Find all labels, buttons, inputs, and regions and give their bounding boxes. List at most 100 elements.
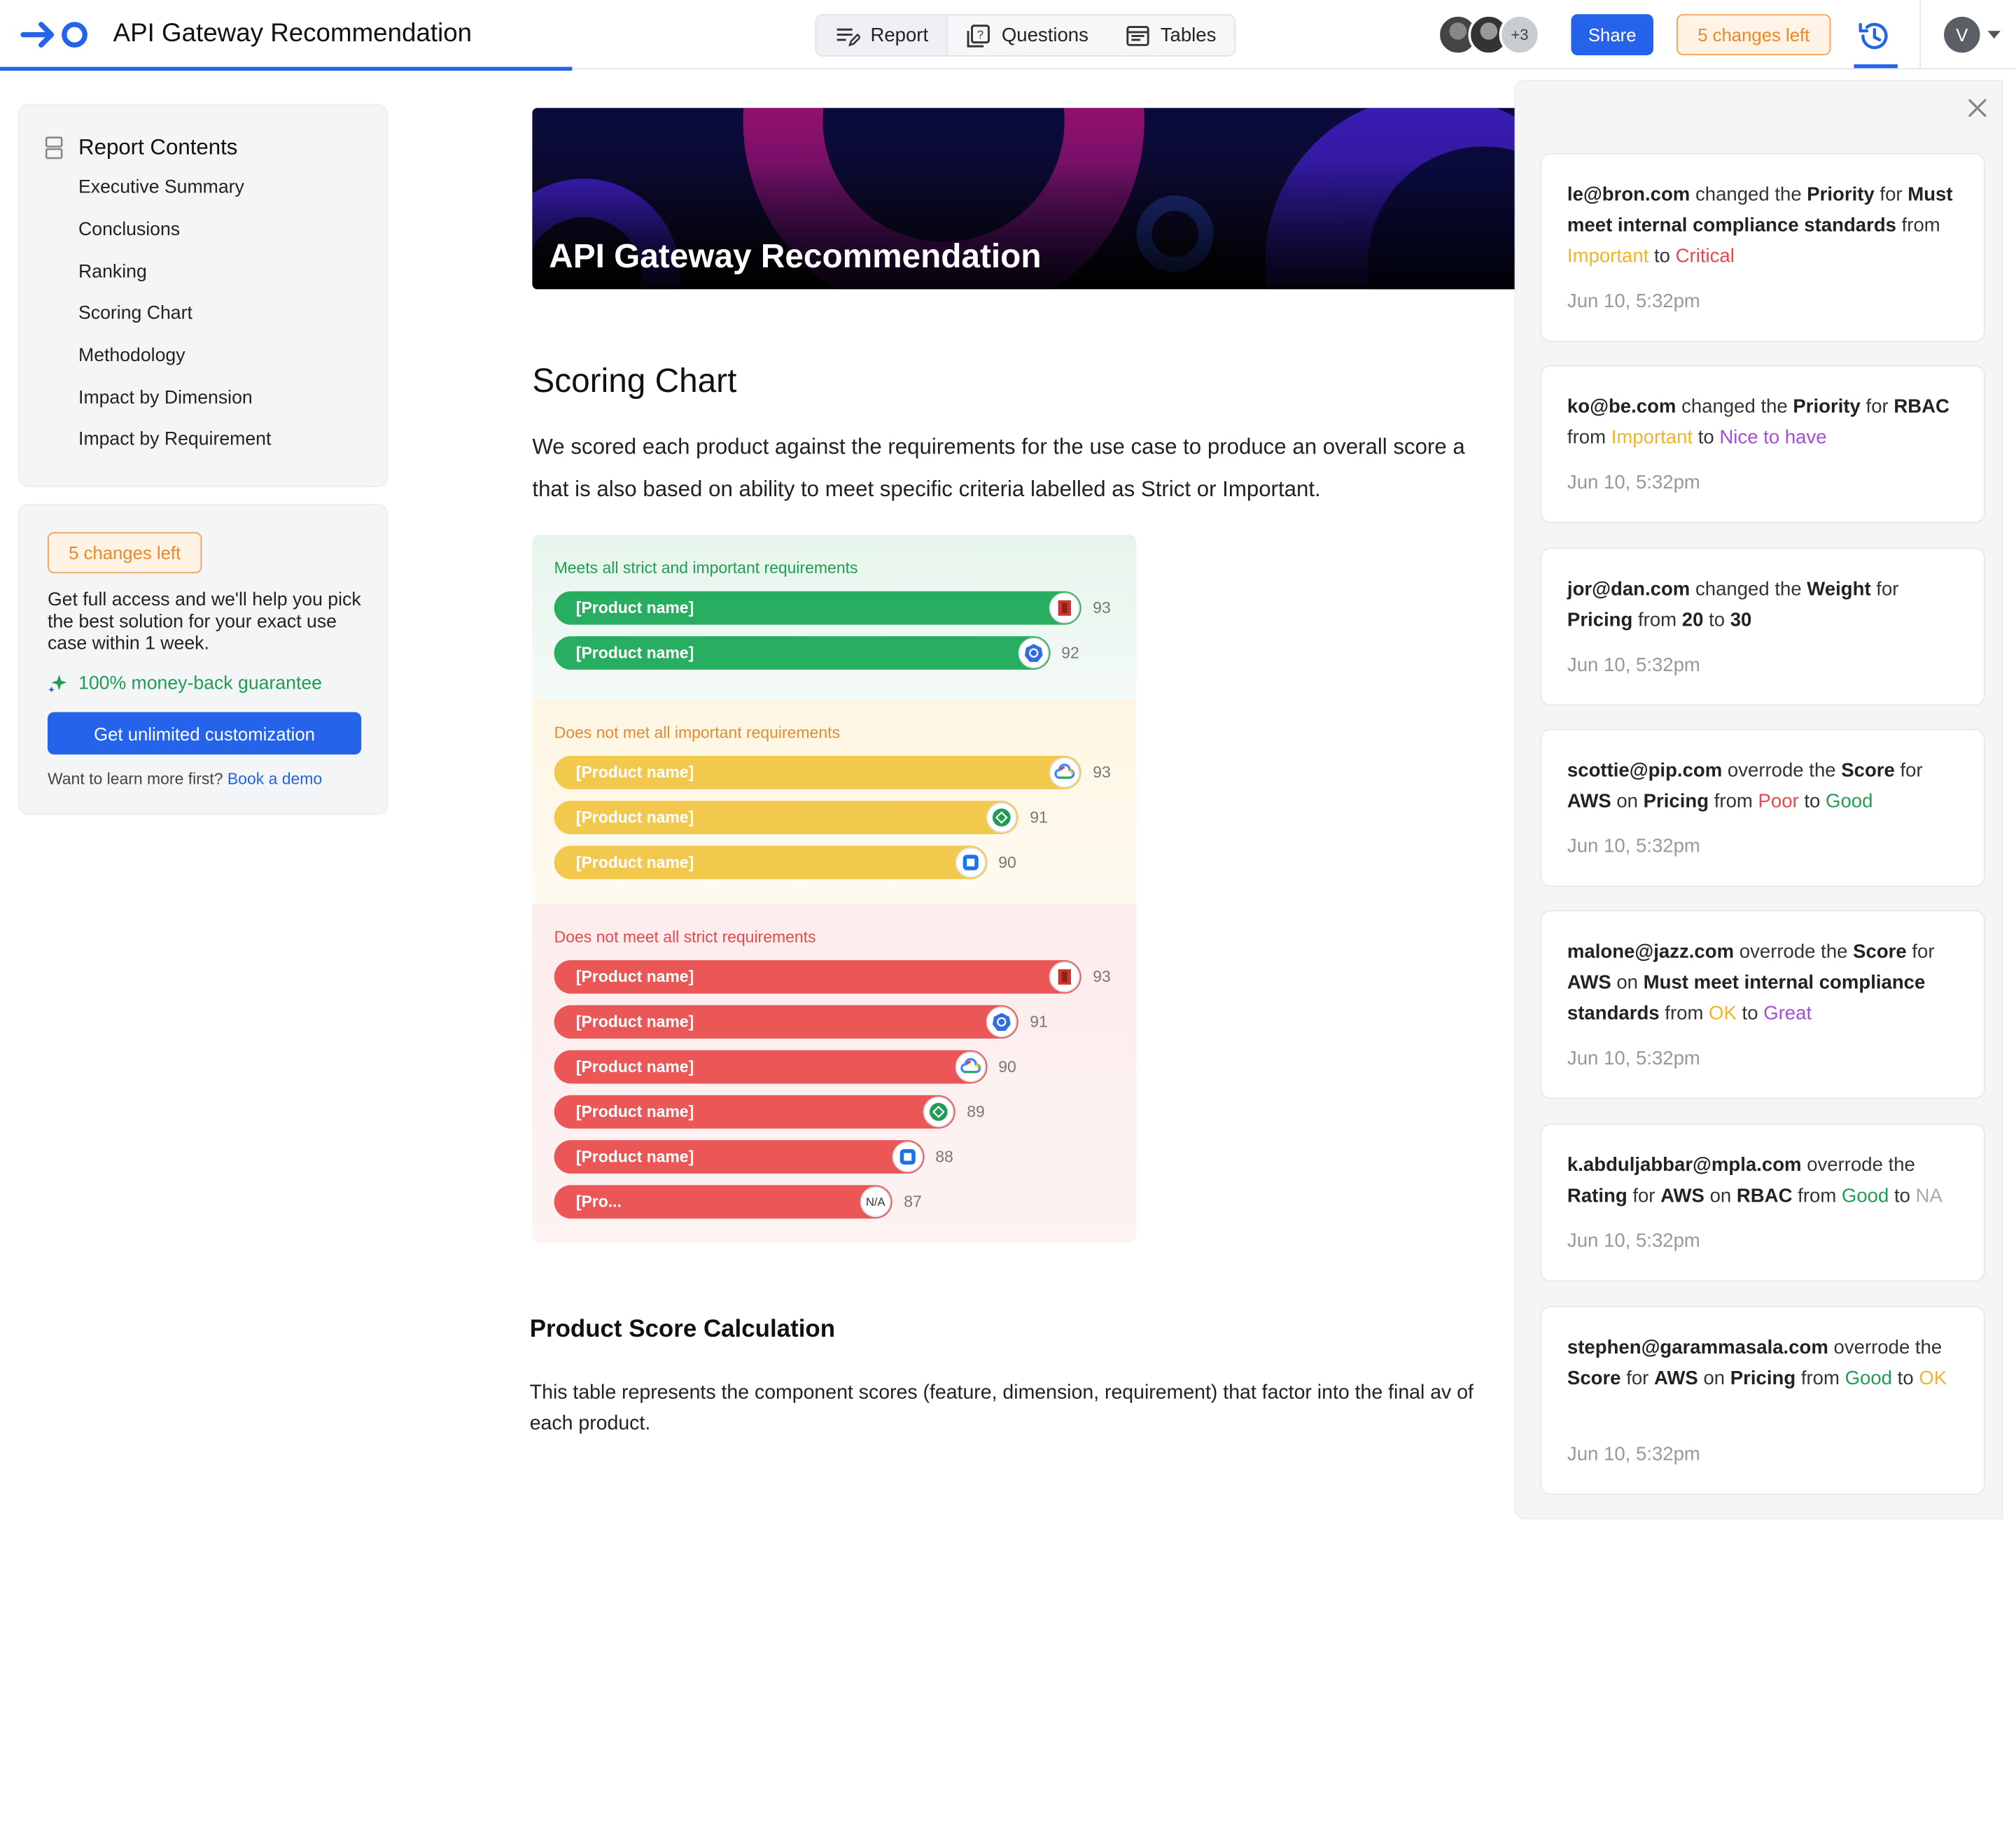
reading-progress-bar — [0, 66, 573, 71]
history-card[interactable]: jor@dan.com changed the Weight for Prici… — [1540, 547, 1985, 706]
verb: overrode the — [1807, 1154, 1915, 1176]
nginx-icon — [923, 1096, 954, 1127]
get-unlimited-button[interactable]: Get unlimited customization — [47, 712, 362, 755]
preposition: from — [1665, 1002, 1704, 1025]
history-card[interactable]: scottie@pip.com overrode the Score for A… — [1540, 729, 1985, 887]
toc-item-impact-dimension[interactable]: Impact by Dimension — [78, 388, 253, 409]
google-cloud-icon — [954, 1051, 986, 1083]
close-icon[interactable] — [1964, 95, 1990, 121]
preposition: to — [1742, 1002, 1758, 1025]
share-button[interactable]: Share — [1571, 14, 1653, 55]
chart-bar[interactable]: [Product name] — [554, 636, 1050, 670]
new-value: Critical — [1675, 245, 1735, 268]
scoring-chart: Meets all strict and important requireme… — [532, 535, 1137, 1244]
chart-bar[interactable]: [Product name] — [554, 1005, 1018, 1039]
toc-item-scoring-chart[interactable]: Scoring Chart — [78, 303, 192, 324]
target-name: Must meet internal compliance standards — [1567, 183, 1953, 237]
preposition: from — [1714, 790, 1753, 813]
preposition: from — [1800, 1368, 1840, 1390]
top-bar: API Gateway Recommendation Report ? Ques… — [0, 0, 2016, 71]
timestamp: Jun 10, 5:32pm — [1567, 290, 1700, 313]
preposition: on — [1709, 1185, 1732, 1207]
chevron-down-icon[interactable] — [1987, 31, 2001, 39]
chart-score-label: 90 — [998, 853, 1016, 872]
history-icon — [1858, 22, 1888, 50]
tab-report[interactable]: Report — [816, 15, 948, 55]
learn-more-text: Want to learn more first? — [47, 770, 223, 788]
toc-item-impact-requirement[interactable]: Impact by Requirement — [78, 429, 272, 450]
timestamp: Jun 10, 5:32pm — [1567, 472, 1700, 494]
hero-graphic — [532, 108, 1561, 290]
target-name: AWS — [1660, 1185, 1704, 1207]
chart-bar[interactable]: [Product name] — [554, 1050, 987, 1084]
collaborator-avatars[interactable]: +3 — [1437, 14, 1541, 55]
verb: overrode the — [1727, 759, 1836, 782]
field-name: Rating — [1567, 1185, 1628, 1207]
preposition: for — [1900, 759, 1923, 782]
history-button[interactable] — [1851, 13, 1898, 59]
history-text: ko@be.com changed the Priority for RBAC … — [1567, 392, 1966, 454]
history-card[interactable]: k.abduljabbar@mpla.com overrode the Rati… — [1540, 1123, 1985, 1282]
sparkle-icon — [48, 675, 67, 693]
user-email: le@bron.com — [1567, 183, 1690, 206]
chart-score-label: 91 — [1030, 1013, 1048, 1032]
toc-item-ranking[interactable]: Ranking — [78, 262, 147, 283]
logo-icon[interactable] — [20, 17, 92, 52]
description-line: We scored each product against the requi… — [532, 434, 1465, 459]
chart-score-label: 87 — [904, 1193, 922, 1211]
chart-bar[interactable]: [Product name] — [554, 845, 987, 880]
toc-item-methodology[interactable]: Methodology — [78, 346, 186, 367]
chart-bar[interactable]: [Product name] — [554, 591, 1082, 625]
new-value: 30 — [1730, 609, 1752, 631]
chart-score-label: 93 — [1093, 968, 1111, 986]
user-avatar[interactable]: V — [1944, 16, 1980, 53]
tab-questions[interactable]: ? Questions — [948, 15, 1107, 55]
timestamp: Jun 10, 5:32pm — [1567, 1443, 1700, 1465]
hero-banner: API Gateway Recommendation — [532, 108, 1561, 290]
tab-tables[interactable]: Tables — [1107, 15, 1234, 55]
new-value: NA — [1915, 1185, 1942, 1207]
chart-bar[interactable]: [Pro... — [554, 1185, 892, 1219]
field-name: Score — [1567, 1368, 1621, 1390]
target-name: RBAC — [1736, 1185, 1793, 1207]
more-avatars-count[interactable]: +3 — [1499, 14, 1541, 55]
chart-bar[interactable]: [Product name] — [554, 755, 1082, 789]
changes-left-badge[interactable]: 5 changes left — [1676, 14, 1831, 55]
target-name: Pricing — [1567, 609, 1633, 631]
book-demo-link[interactable]: Book a demo — [227, 770, 323, 788]
contents-icon — [45, 136, 63, 160]
chart-group-label: Does not meet all strict requirements — [554, 928, 816, 946]
new-value: OK — [1919, 1368, 1947, 1390]
chart-group: Meets all strict and important requireme… — [532, 535, 1137, 700]
field-name: Priority — [1807, 183, 1875, 206]
chart-score-label: 91 — [1030, 808, 1048, 827]
chart-bar[interactable]: [Product name] — [554, 1140, 924, 1174]
azure-icon — [891, 1141, 923, 1173]
preposition: for — [1876, 578, 1899, 600]
target-name: AWS — [1654, 1368, 1698, 1390]
preposition: for — [1879, 183, 1903, 206]
old-value: Important — [1567, 245, 1649, 268]
na-icon: N/A — [860, 1186, 891, 1218]
toc-item-executive-summary[interactable]: Executive Summary — [78, 177, 244, 198]
app-title: API Gateway Recommendation — [113, 19, 472, 48]
toc-item-conclusions[interactable]: Conclusions — [78, 220, 181, 241]
chart-bar[interactable]: [Product name] — [554, 960, 1082, 994]
learn-more: Want to learn more first? Book a demo — [48, 770, 322, 788]
preposition: from — [1798, 1185, 1837, 1207]
history-card[interactable]: malone@jazz.com overrode the Score for A… — [1540, 910, 1985, 1099]
tab-label: Questions — [1001, 24, 1088, 47]
chart-bar[interactable]: [Product name] — [554, 1095, 955, 1129]
old-value: Good — [1844, 1368, 1893, 1390]
chart-bar[interactable]: [Product name] — [554, 801, 1018, 835]
history-card[interactable]: stephen@garammasala.com overrode the Sco… — [1540, 1306, 1985, 1496]
history-card[interactable]: le@bron.com changed the Priority for Mus… — [1540, 153, 1985, 342]
preposition: on — [1616, 971, 1639, 994]
history-card[interactable]: ko@be.com changed the Priority for RBAC … — [1540, 365, 1985, 523]
preposition: for — [1912, 941, 1935, 963]
tab-label: Tables — [1160, 24, 1217, 47]
chart-score-label: 90 — [998, 1057, 1016, 1076]
report-contents-title: Report Contents — [78, 134, 238, 160]
chart-score-label: 88 — [935, 1148, 953, 1166]
